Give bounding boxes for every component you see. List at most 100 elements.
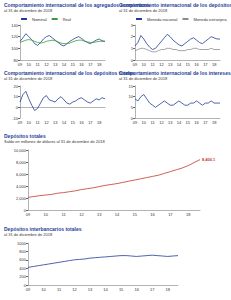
svg-text:4,000: 4,000 <box>16 184 27 189</box>
svg-text:13: 13 <box>168 62 173 67</box>
svg-text:14: 14 <box>177 120 182 125</box>
svg-text:12: 12 <box>159 120 164 125</box>
svg-text:18: 18 <box>97 62 102 67</box>
svg-text:0: 0 <box>130 57 133 63</box>
svg-text:al 31 de diciembre de 2018: al 31 de diciembre de 2018 <box>119 8 168 13</box>
svg-text:17: 17 <box>203 62 208 67</box>
svg-text:10: 10 <box>14 94 19 99</box>
svg-text:Saldo en millones de dólares a: Saldo en millones de dólares al 31 de di… <box>4 139 106 144</box>
svg-text:17: 17 <box>88 62 93 67</box>
svg-text:09: 09 <box>18 62 23 67</box>
svg-text:11: 11 <box>151 120 156 125</box>
svg-text:18: 18 <box>212 62 217 67</box>
svg-text:3: 3 <box>131 23 134 28</box>
svg-text:800: 800 <box>19 249 26 254</box>
svg-text:15: 15 <box>133 212 138 217</box>
svg-text:13: 13 <box>88 287 93 292</box>
svg-text:400: 400 <box>19 266 26 271</box>
svg-text:Moneda nacional: Moneda nacional <box>147 17 178 22</box>
svg-text:13: 13 <box>53 62 58 67</box>
svg-text:al 31 de diciembre de 2018: al 31 de diciembre de 2018 <box>4 8 53 13</box>
svg-text:13: 13 <box>97 212 102 217</box>
svg-text:12: 12 <box>159 62 164 67</box>
svg-text:11: 11 <box>62 212 67 217</box>
svg-text:120: 120 <box>11 34 18 39</box>
svg-text:14: 14 <box>62 62 67 67</box>
svg-text:10: 10 <box>44 212 49 217</box>
svg-text:Comportamiento internacional d: Comportamiento internacional de los depó… <box>4 69 135 76</box>
svg-text:al 31 de diciembre de 2018: al 31 de diciembre de 2018 <box>4 76 53 81</box>
svg-text:600: 600 <box>19 257 26 262</box>
svg-text:11: 11 <box>57 287 62 292</box>
svg-text:Depósitos interbancarios total: Depósitos interbancarios totales <box>4 225 82 232</box>
svg-text:al 31 de diciembre de 2018: al 31 de diciembre de 2018 <box>4 232 53 237</box>
svg-text:14: 14 <box>115 212 120 217</box>
svg-text:-10: -10 <box>12 115 18 121</box>
svg-text:20: 20 <box>14 84 19 89</box>
svg-text:10: 10 <box>27 120 32 125</box>
svg-text:14: 14 <box>62 120 67 125</box>
svg-text:17: 17 <box>203 120 208 125</box>
svg-text:16: 16 <box>134 287 139 292</box>
svg-text:17: 17 <box>88 120 93 125</box>
svg-text:10: 10 <box>129 94 134 99</box>
svg-text:13: 13 <box>168 120 173 125</box>
svg-text:Moneda extranjera: Moneda extranjera <box>193 17 227 22</box>
svg-text:09: 09 <box>133 62 138 67</box>
svg-text:Depósitos totales: Depósitos totales <box>4 132 46 139</box>
svg-text:17: 17 <box>150 287 155 292</box>
svg-text:2: 2 <box>131 34 134 39</box>
svg-text:Real: Real <box>63 17 71 22</box>
svg-text:10: 10 <box>142 62 147 67</box>
svg-text:12: 12 <box>44 120 49 125</box>
svg-text:15: 15 <box>119 287 124 292</box>
svg-text:16: 16 <box>79 120 84 125</box>
svg-text:8,000: 8,000 <box>16 160 27 165</box>
svg-text:16: 16 <box>194 120 199 125</box>
svg-text:14: 14 <box>177 62 182 67</box>
svg-text:8,400.1: 8,400.1 <box>202 157 216 162</box>
svg-text:09: 09 <box>18 120 23 125</box>
svg-text:11: 11 <box>36 120 41 125</box>
svg-text:0: 0 <box>16 105 19 110</box>
svg-text:15: 15 <box>129 84 134 89</box>
svg-text:1000: 1000 <box>17 241 27 246</box>
svg-text:140: 140 <box>11 23 18 28</box>
svg-text:13: 13 <box>53 120 58 125</box>
svg-text:5: 5 <box>131 105 134 110</box>
svg-text:16: 16 <box>150 212 155 217</box>
svg-text:15: 15 <box>71 120 76 125</box>
svg-text:14: 14 <box>103 287 108 292</box>
svg-text:09: 09 <box>26 287 31 292</box>
svg-text:200: 200 <box>19 274 26 279</box>
svg-text:12: 12 <box>44 62 49 67</box>
svg-text:09: 09 <box>26 212 31 217</box>
svg-text:10: 10 <box>27 62 32 67</box>
svg-text:10: 10 <box>41 287 46 292</box>
svg-text:al 31 de diciembre de 2018: al 31 de diciembre de 2018 <box>119 76 168 81</box>
svg-text:12: 12 <box>79 212 84 217</box>
svg-text:18: 18 <box>97 120 102 125</box>
svg-text:09: 09 <box>133 120 138 125</box>
svg-text:10,000: 10,000 <box>14 148 27 153</box>
svg-text:16: 16 <box>79 62 84 67</box>
svg-text:Nominal: Nominal <box>32 17 47 22</box>
svg-text:80: 80 <box>13 57 18 63</box>
svg-text:17: 17 <box>168 212 173 217</box>
svg-text:15: 15 <box>186 62 191 67</box>
svg-text:1: 1 <box>131 46 134 51</box>
svg-text:11: 11 <box>151 62 156 67</box>
svg-text:15: 15 <box>71 62 76 67</box>
svg-text:100: 100 <box>11 46 18 51</box>
svg-text:11: 11 <box>36 62 41 67</box>
svg-text:12: 12 <box>72 287 77 292</box>
svg-text:18: 18 <box>165 287 170 292</box>
svg-text:18: 18 <box>212 120 217 125</box>
svg-text:15: 15 <box>186 120 191 125</box>
svg-text:10: 10 <box>142 120 147 125</box>
svg-text:2,000: 2,000 <box>16 196 27 201</box>
svg-text:6,000: 6,000 <box>16 172 27 177</box>
svg-text:Comportamiento internacional d: Comportamiento internacional de los inte… <box>119 69 231 76</box>
svg-text:18: 18 <box>186 212 191 217</box>
svg-text:16: 16 <box>194 62 199 67</box>
